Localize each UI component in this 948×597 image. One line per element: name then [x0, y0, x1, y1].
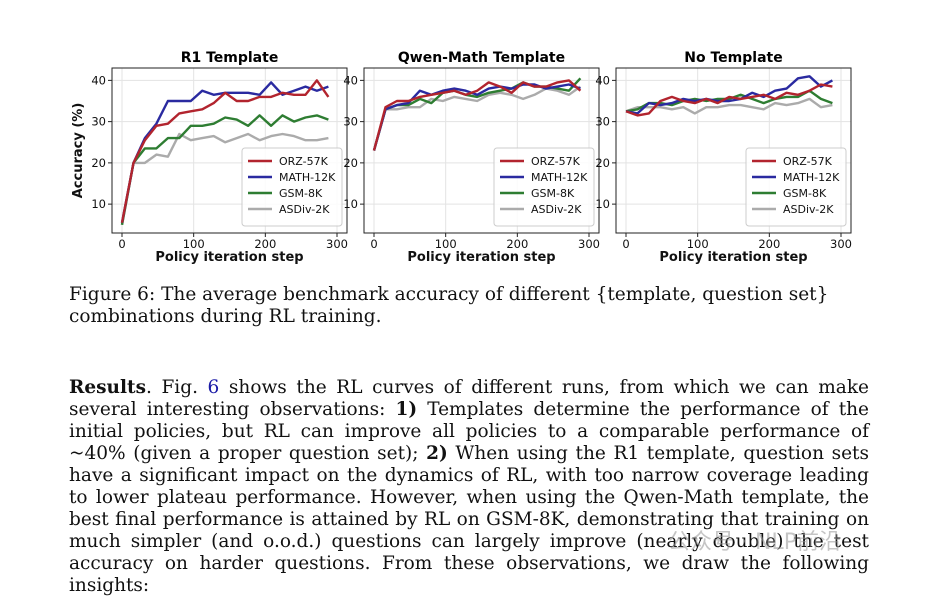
series-line-asdiv-2k: [120, 132, 329, 226]
y-tick-label: 10: [91, 197, 106, 211]
legend-label: MATH-12K: [783, 171, 840, 184]
legend-label: MATH-12K: [531, 171, 588, 184]
legend-label: ASDiv-2K: [783, 203, 834, 216]
point-2-label: 2): [426, 443, 448, 464]
chart-title: Qwen-Math Template: [398, 50, 565, 66]
y-tick-label: 30: [595, 115, 610, 129]
legend-label: ASDiv-2K: [279, 203, 330, 216]
x-tick-label: 200: [254, 237, 276, 251]
plot-frame: [615, 67, 852, 234]
chart-panel-2: Qwen-Math Template 10 20 30 40 0 100 200 300 Poli…: [343, 50, 600, 265]
x-tick-label: 0: [370, 237, 377, 251]
plot-frame: [111, 67, 348, 234]
point-1-text: Templates determine the performance of t…: [69, 399, 869, 464]
legend-label: ORZ-57K: [531, 155, 581, 168]
results-paragraph: Results. Fig. 6 shows the RL curves of d…: [69, 377, 869, 597]
series-line-orz-57k: [372, 79, 582, 151]
caption-label: Figure 6:: [69, 284, 156, 305]
results-heading: Results: [69, 377, 146, 398]
y-axis-label: Accuracy (%): [71, 103, 86, 199]
legend-label: ASDiv-2K: [531, 203, 582, 216]
chart-panel-3: No Template 10 20 30 40 0 100 200 300 Policy iter…: [595, 50, 852, 265]
y-tick-label: 20: [91, 156, 106, 170]
point-1-label: 1): [395, 399, 418, 420]
y-tick-label: 10: [343, 197, 358, 211]
x-tick-label: 100: [687, 237, 709, 251]
x-axis-label: Policy iteration step: [155, 250, 303, 265]
legend-label: GSM-8K: [783, 187, 827, 200]
x-axis-label: Policy iteration step: [659, 250, 807, 265]
series-line-math-12k: [625, 75, 833, 115]
chart-title: R1 Template: [181, 50, 279, 66]
figure-reference-link[interactable]: 6: [207, 377, 220, 398]
x-axis-label: Policy iteration step: [407, 250, 555, 265]
x-tick-label: 300: [326, 237, 348, 251]
caption-text: The average benchmark accuracy of differ…: [69, 284, 829, 327]
series-line-gsm-8k: [625, 89, 833, 113]
y-tick-label: 40: [91, 73, 106, 87]
y-tick-label: 30: [343, 115, 358, 129]
legend-label: MATH-12K: [279, 171, 336, 184]
x-tick-label: 100: [183, 237, 205, 251]
y-tick-label: 20: [595, 156, 610, 170]
y-tick-label: 20: [343, 156, 358, 170]
chart-title: No Template: [684, 50, 782, 66]
legend-label: GSM-8K: [279, 187, 323, 200]
y-tick-label: 30: [91, 115, 106, 129]
point-2-text: When using the R1 template, question set…: [69, 443, 869, 596]
x-tick-label: 300: [830, 237, 852, 251]
x-tick-label: 200: [506, 237, 528, 251]
legend-box: [493, 147, 595, 227]
x-tick-label: 100: [435, 237, 457, 251]
series-line-math-12k: [372, 83, 581, 151]
y-tick-label: 40: [595, 73, 610, 87]
x-tick-label: 0: [622, 237, 629, 251]
series-line-gsm-8k: [120, 114, 329, 226]
legend-box: [241, 147, 343, 227]
y-tick-label: 40: [343, 73, 358, 87]
x-tick-label: 0: [118, 237, 125, 251]
series-line-orz-57k: [625, 83, 833, 117]
y-tick-label: 10: [595, 197, 610, 211]
results-intro-a: . Fig.: [146, 377, 208, 398]
legend-box: [745, 147, 847, 227]
series-line-orz-57k: [120, 79, 330, 223]
chart-panel-1: R1 Template 10 20 30 40 0 100 200 300 Policy iter…: [71, 50, 348, 265]
results-intro-b: shows the RL curves of different runs, f…: [69, 377, 869, 420]
x-tick-label: 300: [578, 237, 600, 251]
legend-label: GSM-8K: [531, 187, 575, 200]
figure-caption: Figure 6: The average benchmark accuracy…: [69, 284, 869, 328]
legend-label: ORZ-57K: [279, 155, 329, 168]
x-tick-label: 200: [758, 237, 780, 251]
plot-frame: [363, 67, 600, 234]
series-line-asdiv-2k: [625, 97, 833, 115]
legend-label: ORZ-57K: [783, 155, 833, 168]
